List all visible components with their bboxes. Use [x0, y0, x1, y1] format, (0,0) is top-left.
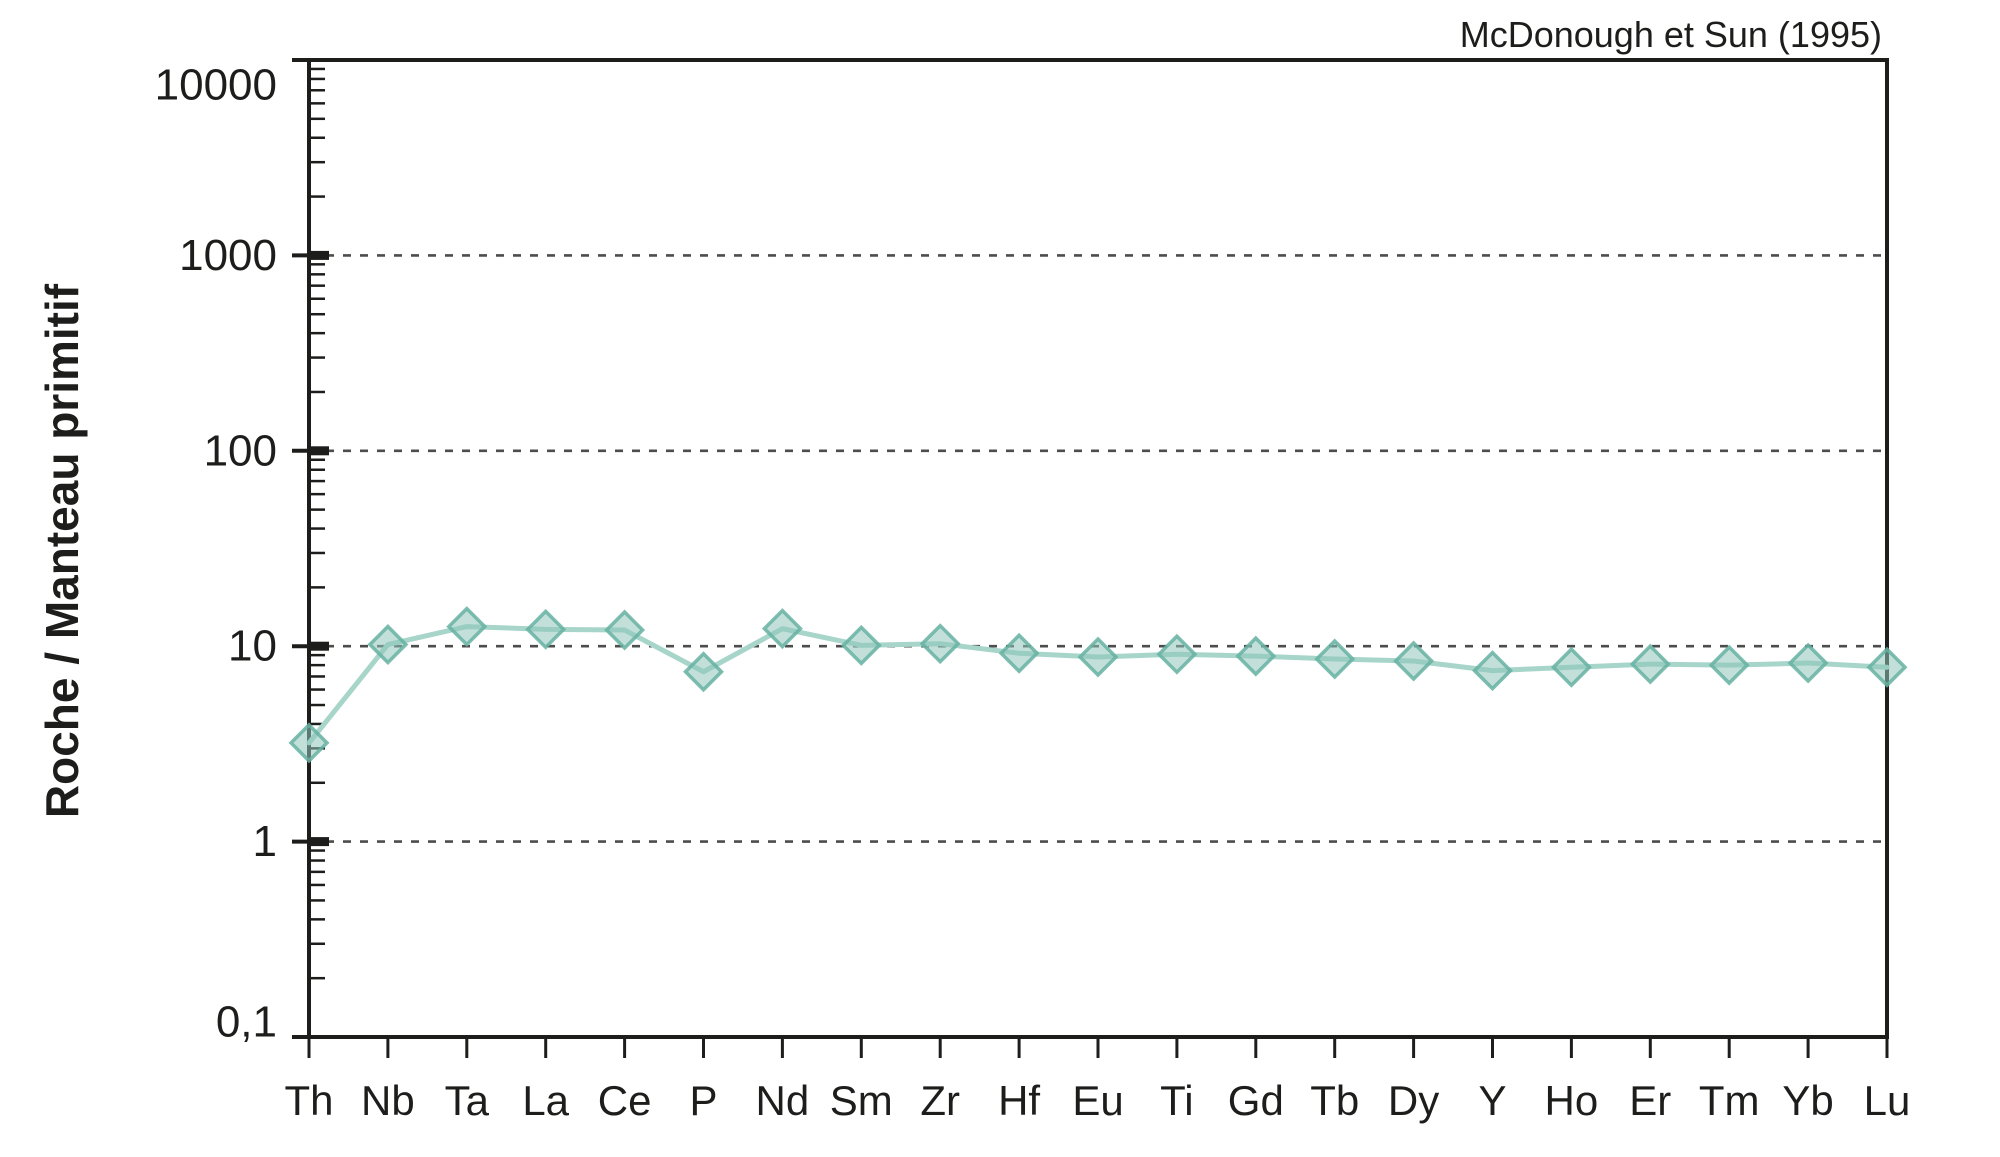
y-tick-label: 1: [253, 817, 277, 866]
x-tick-label: Ti: [1160, 1077, 1193, 1124]
data-point-marker: [1314, 638, 1356, 680]
data-point-marker: [683, 651, 724, 693]
data-point-marker: [1866, 646, 1908, 688]
data-point-marker: [1156, 633, 1198, 675]
plot-border: [307, 58, 1889, 1039]
data-point-marker: [288, 722, 330, 764]
chart-attribution-title: McDonough et Sun (1995): [1459, 14, 1882, 55]
y-major-tick-nub: [309, 250, 329, 260]
data-point-marker: [1629, 643, 1671, 685]
y-tick-label: 0,1: [216, 998, 277, 1047]
x-tick-label: Tb: [1310, 1077, 1359, 1124]
y-tick-label: 10: [228, 622, 277, 671]
data-point-marker: [919, 623, 961, 665]
data-point-marker: [1472, 650, 1513, 692]
data-point-marker: [1393, 640, 1435, 682]
data-point-marker: [1708, 644, 1750, 686]
x-tick-label: Lu: [1864, 1077, 1911, 1124]
x-tick-label: Ce: [598, 1077, 652, 1124]
x-tick-label: La: [522, 1077, 569, 1124]
x-tick-label: Gd: [1228, 1077, 1284, 1124]
data-point-marker: [840, 624, 882, 666]
x-tick-label: Nb: [361, 1077, 415, 1124]
data-point-marker: [998, 632, 1040, 674]
data-point-marker: [1787, 642, 1829, 684]
x-tick-label: Sm: [830, 1077, 893, 1124]
y-tick-label: 1000: [179, 231, 277, 280]
x-tick-label: Hf: [998, 1077, 1040, 1124]
x-tick-label: Ho: [1545, 1077, 1599, 1124]
data-point-marker: [1235, 635, 1277, 677]
x-tick-label: Dy: [1388, 1077, 1439, 1124]
x-tick-label: Y: [1478, 1077, 1506, 1124]
data-point-marker: [446, 606, 488, 648]
x-tick-label: Th: [284, 1077, 333, 1124]
x-tick-label: Eu: [1072, 1077, 1123, 1124]
data-point-marker: [761, 608, 803, 650]
x-tick-label: Yb: [1782, 1077, 1833, 1124]
x-tick-label: Nd: [756, 1077, 810, 1124]
x-tick-label: Tm: [1699, 1077, 1760, 1124]
x-tick-label: Zr: [920, 1077, 960, 1124]
data-point-marker: [367, 624, 409, 665]
x-tick-label: P: [689, 1077, 717, 1124]
x-tick-label: Er: [1629, 1077, 1671, 1124]
y-tick-label: 10000: [155, 61, 277, 110]
y-major-tick-nub: [309, 446, 329, 456]
data-point-marker: [525, 608, 567, 650]
y-major-tick-nub: [309, 641, 329, 651]
x-tick-label: Ta: [445, 1077, 490, 1124]
data-point-marker: [1077, 636, 1119, 678]
y-tick-label: 100: [204, 426, 277, 475]
y-major-tick-nub: [309, 837, 329, 847]
data-point-marker: [604, 609, 646, 651]
data-point-marker: [1550, 646, 1592, 688]
